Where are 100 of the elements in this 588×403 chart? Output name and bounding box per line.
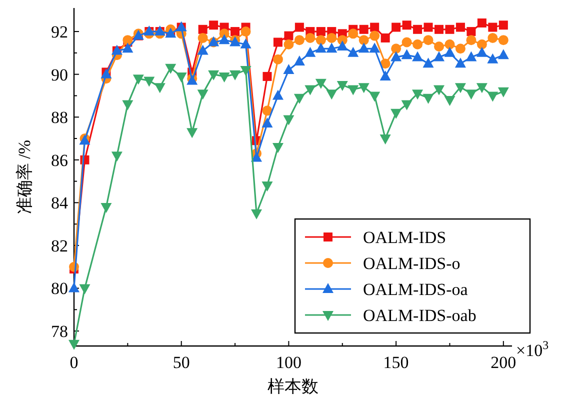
y-tick-label: 90 [51, 65, 68, 84]
point [391, 44, 402, 54]
point [392, 22, 401, 32]
point [444, 96, 456, 106]
point [380, 134, 391, 144]
point [487, 92, 498, 102]
point [316, 27, 326, 36]
point [348, 46, 359, 57]
point [262, 106, 272, 116]
point [466, 27, 476, 36]
point [488, 22, 498, 32]
y-tick-label: 92 [51, 22, 68, 42]
point [401, 100, 412, 110]
point [477, 18, 486, 28]
point [240, 26, 251, 37]
point [326, 32, 337, 43]
x-axis-title: 样本数 [268, 377, 318, 396]
point [240, 38, 252, 48]
point [122, 42, 134, 53]
point [466, 51, 477, 62]
point [476, 83, 488, 94]
x-tick-label: 100 [276, 353, 302, 372]
point [304, 46, 316, 57]
point [422, 94, 434, 104]
point [273, 38, 282, 47]
point [444, 39, 455, 50]
point [240, 66, 252, 76]
point [326, 42, 338, 53]
point [165, 64, 176, 74]
point [176, 72, 187, 82]
x-tick-label: 0 [70, 353, 78, 372]
legend-label: OALM-IDS-o [363, 254, 460, 273]
point [434, 51, 444, 62]
point [369, 42, 380, 53]
x-tick-label: 50 [172, 353, 190, 372]
legend-label: OALM-IDS [363, 228, 446, 247]
point [144, 76, 155, 87]
point [422, 58, 434, 68]
point [326, 90, 338, 100]
point [294, 94, 305, 104]
y-tick-label: 86 [51, 150, 68, 170]
point [272, 54, 283, 64]
point [304, 85, 316, 96]
point [262, 182, 273, 192]
point [209, 20, 218, 30]
point [402, 20, 412, 30]
y-axis-title: 准确率 /% [15, 140, 34, 214]
point [284, 39, 294, 50]
point [262, 118, 273, 128]
point [380, 33, 390, 42]
y-tick-label: 78 [51, 322, 68, 342]
point [186, 128, 198, 138]
point [498, 35, 508, 46]
point [454, 83, 466, 94]
point [455, 44, 466, 54]
point [122, 100, 134, 110]
point [336, 81, 348, 92]
point [413, 24, 422, 34]
point [315, 78, 326, 89]
point [444, 46, 456, 57]
x-tick-label: 200 [490, 353, 516, 372]
point [454, 58, 466, 68]
point [358, 83, 370, 94]
legend-label: OALM-IDS-oab [363, 306, 476, 325]
point [100, 202, 112, 213]
point [358, 42, 370, 53]
point [498, 49, 509, 60]
point [380, 58, 390, 69]
point [380, 70, 391, 80]
text: ×10$^{3}$ [516, 338, 549, 360]
y-tick-label: 84 [51, 194, 68, 213]
point [316, 35, 326, 46]
point [369, 92, 380, 102]
point [198, 24, 208, 34]
point [68, 340, 80, 350]
point [445, 24, 454, 34]
point [284, 31, 294, 40]
point [390, 108, 402, 119]
y-tick-label: 82 [51, 236, 68, 256]
point [487, 53, 498, 64]
point [262, 72, 272, 81]
point [434, 24, 444, 34]
point [466, 90, 477, 100]
point [370, 22, 380, 32]
point [423, 35, 434, 46]
point [348, 85, 359, 96]
point [456, 22, 465, 32]
point [390, 51, 402, 62]
point [412, 39, 423, 50]
point [401, 49, 412, 60]
point [294, 55, 305, 66]
point [359, 24, 368, 34]
point [79, 284, 90, 294]
point [336, 40, 348, 51]
point [434, 85, 444, 96]
point [197, 90, 208, 100]
point [283, 64, 294, 74]
point [424, 22, 433, 32]
point [412, 90, 424, 100]
point [476, 46, 488, 57]
